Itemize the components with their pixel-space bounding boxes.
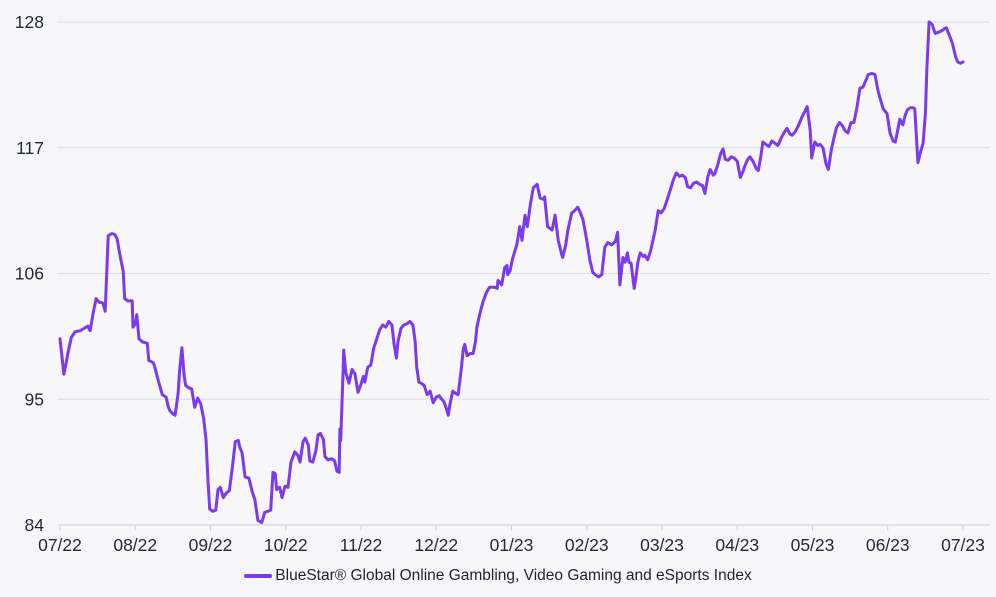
- x-tick-label: 01/23: [490, 535, 534, 555]
- x-tick-label: 07/22: [38, 535, 82, 555]
- x-tick-label: 04/23: [715, 535, 759, 555]
- y-tick-label: 117: [16, 138, 44, 158]
- legend-line-swatch: [244, 574, 273, 578]
- gridlines-group: [57, 21, 990, 526]
- x-axis-group: 07/22 08/22 09/22 10/22 11/22 12/22 01/23 02/23…: [38, 526, 985, 555]
- index-series-line: [58, 20, 965, 525]
- x-tick-label: 05/23: [791, 535, 835, 555]
- y-tick-label: 95: [25, 389, 44, 409]
- x-tick-label: 02/23: [565, 535, 609, 555]
- y-axis-labels-group: 84 95 106 117 128: [15, 12, 44, 535]
- x-tick-label: 07/23: [941, 535, 985, 555]
- x-tick-label: 11/22: [340, 535, 383, 555]
- x-tick-label: 08/22: [113, 535, 157, 555]
- x-tick-label: 03/23: [640, 535, 684, 555]
- chart-legend: BlueStar® Global Online Gambling, Video …: [0, 566, 996, 586]
- series-group: [58, 20, 965, 525]
- x-tick-label: 12/22: [414, 535, 458, 555]
- y-tick-label: 106: [15, 264, 44, 284]
- x-tick-label: 09/22: [189, 535, 233, 555]
- y-tick-label: 84: [25, 515, 45, 535]
- x-tick-label: 06/23: [866, 535, 910, 555]
- x-tick-label: 10/22: [264, 535, 308, 555]
- legend-series-label: BlueStar® Global Online Gambling, Video …: [275, 567, 752, 584]
- y-tick-label: 128: [15, 12, 44, 32]
